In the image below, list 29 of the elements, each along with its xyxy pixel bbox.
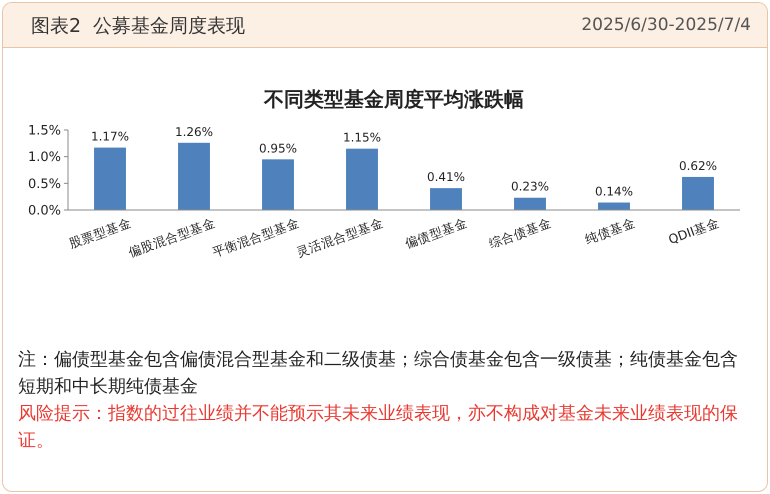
bar: [262, 159, 294, 210]
y-tick-label: 0.0%: [28, 204, 61, 219]
chart-title: 不同类型基金周度平均涨跌幅: [263, 87, 524, 111]
bar: [178, 142, 210, 210]
y-tick-label: 1.5%: [28, 124, 61, 139]
x-tick-label: QDII基金: [666, 214, 722, 247]
data-label: 0.95%: [258, 141, 298, 156]
data-label: 0.23%: [510, 180, 550, 194]
data-label: 1.17%: [90, 130, 130, 144]
text: 2025/6/30-2025/7/4: [581, 15, 751, 35]
bar: [94, 148, 126, 210]
y-tick-label: 0.5%: [28, 176, 61, 192]
text: 注：偏债型基金包含偏债混合型基金和二级债基；综合债基金包含一级债基；纯债基金包含短期和中长期纯债基金: [18, 348, 739, 399]
text: 图表2 公募基金周度表现: [31, 14, 246, 39]
bar: [598, 202, 630, 210]
x-tick-label: 偏债型基金: [402, 214, 470, 252]
bar: [430, 188, 462, 210]
bar: [514, 198, 546, 210]
bar: [346, 148, 378, 210]
x-tick-label: 纯债基金: [583, 214, 638, 247]
x-tick-label: 综合债基金: [486, 214, 554, 252]
data-label: 1.26%: [174, 124, 214, 139]
data-label: 0.14%: [594, 184, 634, 199]
text: 风险提示：指数的过往业绩并不能预示其未来业绩表现，亦不构成对基金未来业绩表现的保证。: [18, 402, 739, 453]
bar: [682, 176, 714, 210]
data-label: 0.62%: [678, 158, 718, 173]
data-label: 0.41%: [426, 170, 466, 184]
y-tick-label: 1.0%: [28, 150, 61, 166]
data-label: 1.15%: [342, 130, 382, 145]
